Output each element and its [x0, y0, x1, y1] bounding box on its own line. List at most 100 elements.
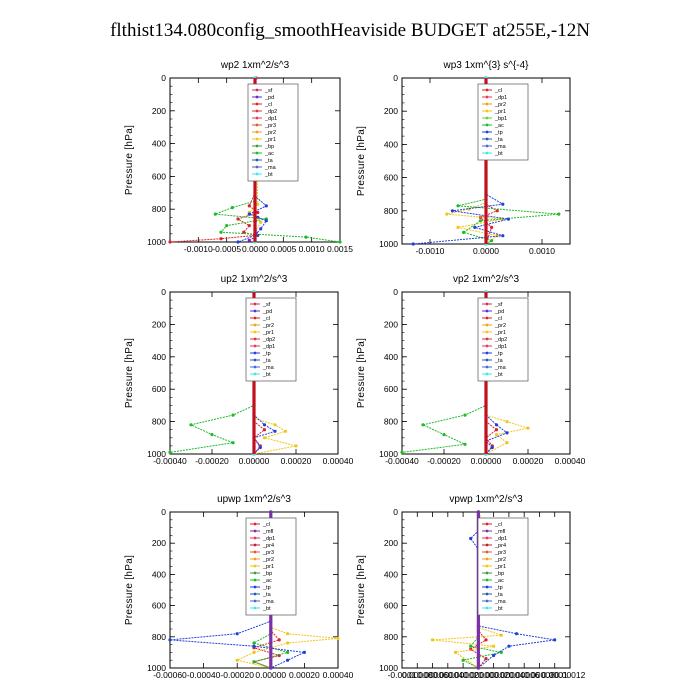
legend-marker: [253, 323, 257, 327]
y-axis-label: Pressure [hPa]: [356, 555, 367, 625]
legend-marker: [253, 592, 257, 596]
legend-marker: [253, 599, 257, 603]
legend-box: [245, 517, 297, 616]
chart-panel-2: wp3 1xm^{3} s^{-4} Pressure [hPa] 0 200 400 6…: [356, 60, 571, 256]
legend-marker: [253, 358, 257, 362]
legend-entry: _ac: [262, 578, 272, 584]
legend-entry: _pr1: [264, 137, 276, 143]
data-point: [273, 423, 277, 427]
data-point: [461, 658, 465, 662]
legend-entry: _tp: [494, 585, 503, 591]
legend-entry: _mfl: [494, 529, 505, 535]
legend-entry: _pr2: [494, 323, 506, 329]
chart-panel-5: upwp 1xm^2/s^3 Pressure [hPa] 0 200 400 600 80…: [124, 494, 354, 680]
x-tick-label: 0.0000: [242, 244, 268, 254]
y-tick-label: 600: [384, 173, 398, 183]
data-point: [252, 650, 256, 655]
y-tick-label: 200: [152, 319, 166, 329]
legend-entry: _ac: [264, 151, 274, 157]
legend-entry: _ta: [494, 358, 504, 364]
y-axis-label: Pressure [hPa]: [124, 125, 135, 195]
x-tick-label: 0.0005: [270, 244, 296, 254]
y-axis-label: Pressure [hPa]: [356, 338, 367, 408]
data-point: [264, 204, 268, 208]
legend-marker: [255, 88, 259, 92]
legend-entry: _pd: [262, 309, 272, 315]
panel-title: up2 1xm^2/s^3: [221, 274, 288, 285]
legend-marker: [253, 309, 257, 313]
legend-entry: _cl: [494, 522, 502, 528]
x-tick-label: -0.00020: [195, 456, 229, 466]
legend-entry: _ac: [494, 123, 504, 129]
data-point: [259, 220, 263, 224]
data-point: [286, 650, 290, 655]
legend-marker: [485, 365, 489, 369]
legend-marker: [485, 529, 489, 533]
data-point: [286, 658, 290, 662]
legend-marker: [253, 578, 257, 582]
legend-entry: _ma: [494, 144, 507, 150]
legend-entry: _ma: [264, 165, 277, 171]
legend-entry: _bt: [494, 606, 503, 612]
legend-entry: _sf: [262, 302, 271, 308]
legend-marker: [485, 151, 489, 155]
data-point: [469, 536, 473, 541]
legend-marker: [253, 585, 257, 589]
data-point: [462, 230, 466, 234]
panel-title: wp2 1xm^2/s^3: [220, 60, 290, 71]
data-point: [499, 633, 503, 637]
x-tick-label: -0.00040: [385, 456, 419, 466]
legend-entry: _dp2: [494, 337, 507, 343]
x-tick-label: 0.00020: [513, 456, 544, 466]
x-tick-label: 0.0000: [473, 246, 499, 256]
legend-entry: _dp1: [262, 536, 275, 542]
legend-entry: _bt: [264, 172, 273, 178]
series-line-tp: [485, 291, 509, 455]
data-point: [219, 237, 223, 241]
data-point: [507, 644, 511, 648]
x-tick-label: 0.00040: [323, 670, 354, 680]
x-tick-label: 0.00000: [239, 456, 270, 466]
legend-marker: [485, 309, 489, 313]
data-point: [230, 206, 234, 210]
data-point: [501, 234, 505, 238]
legend-entry: _bp1: [494, 116, 507, 122]
legend-marker: [255, 102, 259, 106]
y-tick-label: 0: [393, 507, 398, 517]
y-tick-label: 0: [393, 287, 398, 297]
data-point: [247, 204, 251, 208]
legend-entry: _mfl: [262, 529, 273, 535]
legend-marker: [255, 123, 259, 127]
legend-entry: _pr2: [494, 102, 506, 108]
legend-marker: [485, 564, 489, 568]
legend-entry: _bp: [262, 571, 272, 577]
legend-entry: _pr3: [264, 123, 276, 129]
data-point: [264, 219, 268, 223]
legend-entry: _pr2: [494, 557, 506, 563]
y-tick-label: 600: [152, 384, 166, 394]
legend-marker: [485, 578, 489, 582]
data-point: [505, 431, 509, 435]
legend-entry: _dp1: [494, 344, 507, 350]
data-point: [256, 202, 260, 206]
data-point: [473, 225, 477, 229]
data-point: [262, 428, 267, 432]
y-tick-label: 1000: [147, 449, 166, 459]
legend-entry: _bt: [262, 372, 271, 378]
legend-marker: [485, 95, 489, 99]
data-point: [213, 212, 217, 216]
data-point: [304, 235, 308, 239]
y-tick-label: 200: [384, 538, 398, 548]
x-tick-label: 0.00040: [555, 456, 586, 466]
data-point: [262, 423, 267, 427]
legend-marker: [255, 158, 259, 162]
legend-entry: _sf: [264, 88, 273, 94]
legend-marker: [253, 550, 257, 554]
legend-marker: [253, 543, 257, 547]
legend-entry: _ac: [494, 578, 504, 584]
x-tick-label: 0.00004: [494, 670, 525, 680]
x-tick-label: -0.0010: [184, 244, 213, 254]
legend-marker: [485, 550, 489, 554]
legend-marker: [485, 599, 489, 603]
data-point: [463, 442, 467, 446]
